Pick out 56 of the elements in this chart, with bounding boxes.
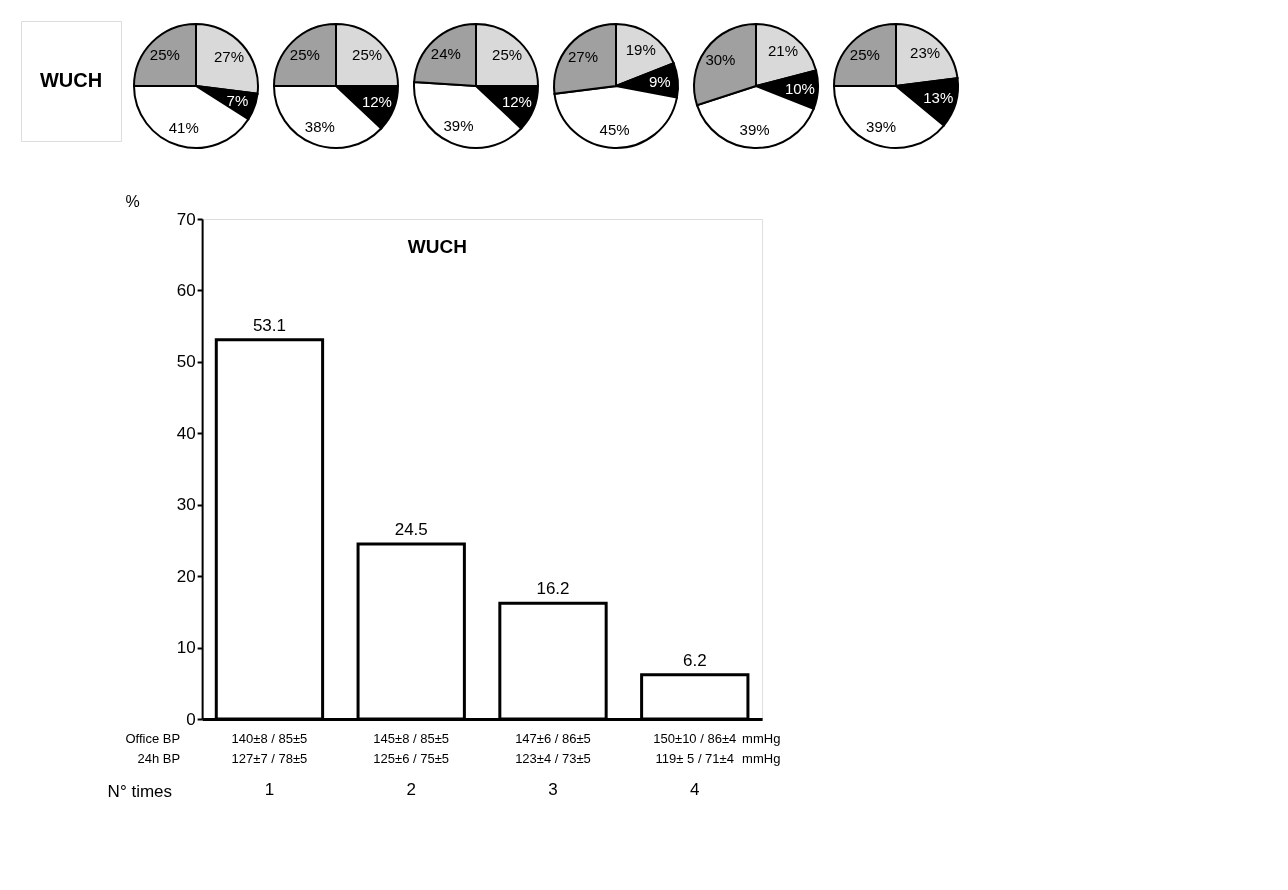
data-label: 25% (149, 45, 180, 63)
data-label: 25% (289, 45, 320, 63)
text: mmHg (742, 751, 781, 766)
data-label: 23% (910, 44, 941, 61)
data-label: 13% (923, 89, 954, 107)
text: 127±7 / 78±5 (231, 751, 308, 766)
data-label: 45% (599, 120, 630, 138)
data-label: 21% (767, 42, 798, 60)
data-label: 16.2 (536, 579, 570, 599)
data-label: 24% (430, 44, 461, 62)
y-tick-label: 20 (176, 566, 196, 586)
data-label: 12% (361, 93, 392, 111)
data-label: 25% (492, 45, 523, 63)
y-tick-label: 0 (186, 709, 196, 729)
text: Office BP (125, 731, 181, 746)
data-label: 19% (625, 40, 656, 58)
text: 123±4 / 73±5 (515, 751, 591, 766)
y-axis-title: % (125, 192, 140, 210)
data-label: 9% (648, 72, 671, 90)
data-label: 27% (213, 47, 245, 65)
data-label: 41% (168, 119, 199, 137)
data-label: 6.2 (682, 650, 707, 670)
data-label: 10% (784, 79, 815, 97)
data-label: 25% (352, 45, 383, 63)
y-tick-label: 60 (176, 280, 196, 300)
data-label: 39% (739, 120, 770, 138)
y-tick-label: 30 (176, 495, 196, 515)
data-label: 25% (849, 45, 880, 63)
y-tick-label: 50 (176, 352, 196, 372)
data-label: 12% (501, 93, 532, 111)
data-label: 53.1 (252, 315, 286, 335)
data-label: 38% (304, 117, 335, 135)
data-label: 27% (567, 47, 599, 65)
text: 145±8 / 85±5 (373, 731, 450, 746)
x-tick-label: 3 (548, 779, 558, 799)
text: WUCH (407, 236, 467, 257)
data-label: 7% (226, 91, 249, 109)
text: 140±8 / 85±5 (231, 731, 308, 746)
text: 150±10 / 86±4 (653, 731, 737, 746)
text: 119± 5 / 71±4 (655, 751, 734, 766)
y-tick-label: 10 (176, 638, 196, 658)
data-label: 39% (866, 118, 897, 136)
data-label: 30% (705, 51, 736, 69)
text: 24h BP (137, 751, 181, 766)
x-axis-title: N° times (107, 781, 173, 801)
text: mmHg (742, 731, 781, 746)
text: 125±6 / 75±5 (373, 751, 450, 766)
x-tick-label: 4 (690, 779, 700, 799)
x-tick-label: 2 (406, 779, 416, 799)
text: 147±6 / 86±5 (515, 731, 591, 746)
y-tick-label: 70 (176, 209, 196, 229)
data-label: 39% (443, 117, 474, 135)
text: WUCH (39, 69, 103, 91)
y-tick-label: 40 (176, 423, 196, 443)
x-tick-label: 1 (264, 779, 275, 799)
data-label: 24.5 (394, 520, 428, 539)
